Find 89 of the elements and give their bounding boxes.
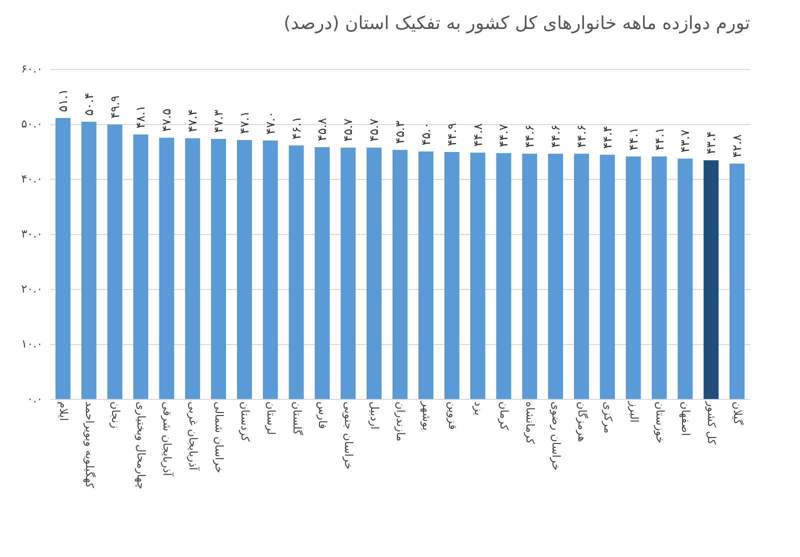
bar — [600, 154, 615, 399]
data-label: ۴۷.۰ — [263, 111, 278, 134]
chart-title: تورم دوازده ماهه خانوارهای کل کشور به تفکیک استان (درصد) — [284, 13, 750, 34]
bar — [522, 154, 538, 399]
data-label: ۴۷.۳ — [212, 109, 226, 133]
x-tick-label: لرستان — [264, 402, 278, 435]
x-tick-label: کهگیلویه وبویراحمد — [82, 402, 96, 489]
bar — [548, 154, 564, 399]
data-label: ۴۸.۱ — [134, 105, 148, 128]
x-tick-label: بوشهر — [420, 400, 433, 431]
bar — [211, 138, 226, 399]
y-tick-label: ۲۰.۰ — [21, 282, 42, 296]
data-label: ۴۹.۹ — [108, 95, 122, 119]
data-label: ۴۵.۸ — [315, 117, 330, 142]
bar — [730, 164, 745, 399]
x-tick-label: خوزستان — [653, 402, 666, 444]
bar — [704, 160, 719, 399]
y-tick-label: ۱۰.۰ — [21, 338, 42, 350]
data-label: ۴۲.۸ — [730, 134, 744, 158]
y-tick-label: ۶۰.۰ — [21, 62, 42, 76]
data-label: ۴۷.۵ — [160, 108, 174, 132]
bar — [133, 134, 148, 399]
data-label: ۴۵.۰ — [418, 122, 433, 146]
bar — [288, 145, 304, 399]
data-label: ۵۰.۴ — [82, 92, 96, 116]
x-tick-label: مازندران — [394, 402, 407, 442]
y-tick-label: ۰.۰ — [27, 392, 42, 406]
bar — [678, 158, 693, 399]
data-label: ۴۵.۷ — [367, 118, 382, 142]
bar — [366, 148, 382, 399]
x-tick-label: کردستان — [238, 402, 252, 442]
x-tick-label: کرمانشاه — [524, 402, 537, 445]
x-tick-label: یزد — [472, 402, 485, 416]
data-label: ۴۴.۶ — [522, 124, 537, 148]
x-tick-label: ایلام — [56, 402, 70, 421]
x-tick-label: چهارمحال وبختیاری — [134, 402, 148, 490]
data-label: ۴۴.۶ — [574, 124, 588, 148]
x-tick-label: کرمان — [498, 402, 511, 431]
bar — [314, 147, 330, 399]
data-label: ۴۴.۴ — [600, 126, 614, 149]
bar — [470, 152, 486, 399]
x-tick-label: زنجان — [108, 402, 122, 428]
bar — [652, 156, 667, 399]
bar — [81, 122, 96, 399]
bar — [626, 156, 641, 399]
x-tick-label: مرکزی — [601, 402, 614, 434]
bar — [262, 140, 278, 399]
y-tick-label: ۵۰.۰ — [21, 118, 42, 130]
data-label: ۵۱.۱ — [56, 88, 70, 112]
data-label: ۴۵.۳ — [393, 120, 407, 144]
bar — [496, 153, 512, 399]
data-label: ۴۴.۱ — [652, 127, 666, 150]
data-label: ۴۴.۷ — [496, 123, 511, 148]
data-label: ۴۵.۷ — [341, 118, 356, 142]
bar — [159, 138, 174, 399]
data-label: ۴۴.۱ — [626, 127, 640, 150]
x-tick-label: آذربایجان شرقی — [160, 402, 175, 477]
x-tick-label: گلستان — [290, 402, 304, 436]
x-tick-label: آذربایجان غربی — [186, 402, 201, 472]
x-tick-label: اردبیل — [368, 402, 382, 430]
data-label: ۴۷.۴ — [186, 109, 200, 132]
data-label: ۴۳.۷ — [678, 128, 692, 153]
bar — [107, 124, 122, 399]
bar — [574, 154, 589, 399]
x-tick-label: خراسان شمالی — [212, 402, 226, 474]
bar — [236, 140, 252, 399]
data-label: ۴۴.۸ — [470, 122, 485, 147]
bar — [418, 152, 434, 399]
y-tick-label: ۴۰.۰ — [21, 172, 42, 186]
bar — [185, 138, 200, 399]
data-label: ۴۳.۴ — [704, 131, 718, 154]
bar — [392, 150, 408, 399]
data-label: ۴۴.۶ — [548, 124, 563, 148]
x-tick-label: گیلان — [731, 402, 744, 426]
data-label: ۴۷.۱ — [237, 110, 252, 134]
y-tick-label: ۳۰.۰ — [21, 228, 42, 240]
x-tick-label: قزوین — [446, 402, 459, 430]
bar — [340, 148, 356, 399]
x-tick-label: هرمزگان — [575, 402, 588, 442]
x-tick-label: خراسان رضوی — [550, 402, 563, 471]
bar — [444, 152, 460, 399]
x-tick-label: البرز — [627, 400, 640, 423]
data-label: ۴۶.۱ — [289, 116, 304, 140]
data-label: ۴۴.۹ — [444, 122, 459, 146]
x-tick-label: فارس — [316, 402, 330, 429]
x-tick-label: کل کشور — [705, 400, 718, 446]
bar — [55, 118, 70, 399]
x-tick-label: اصفهان — [679, 402, 692, 436]
x-tick-label: خراسان جنوبی — [342, 402, 356, 470]
